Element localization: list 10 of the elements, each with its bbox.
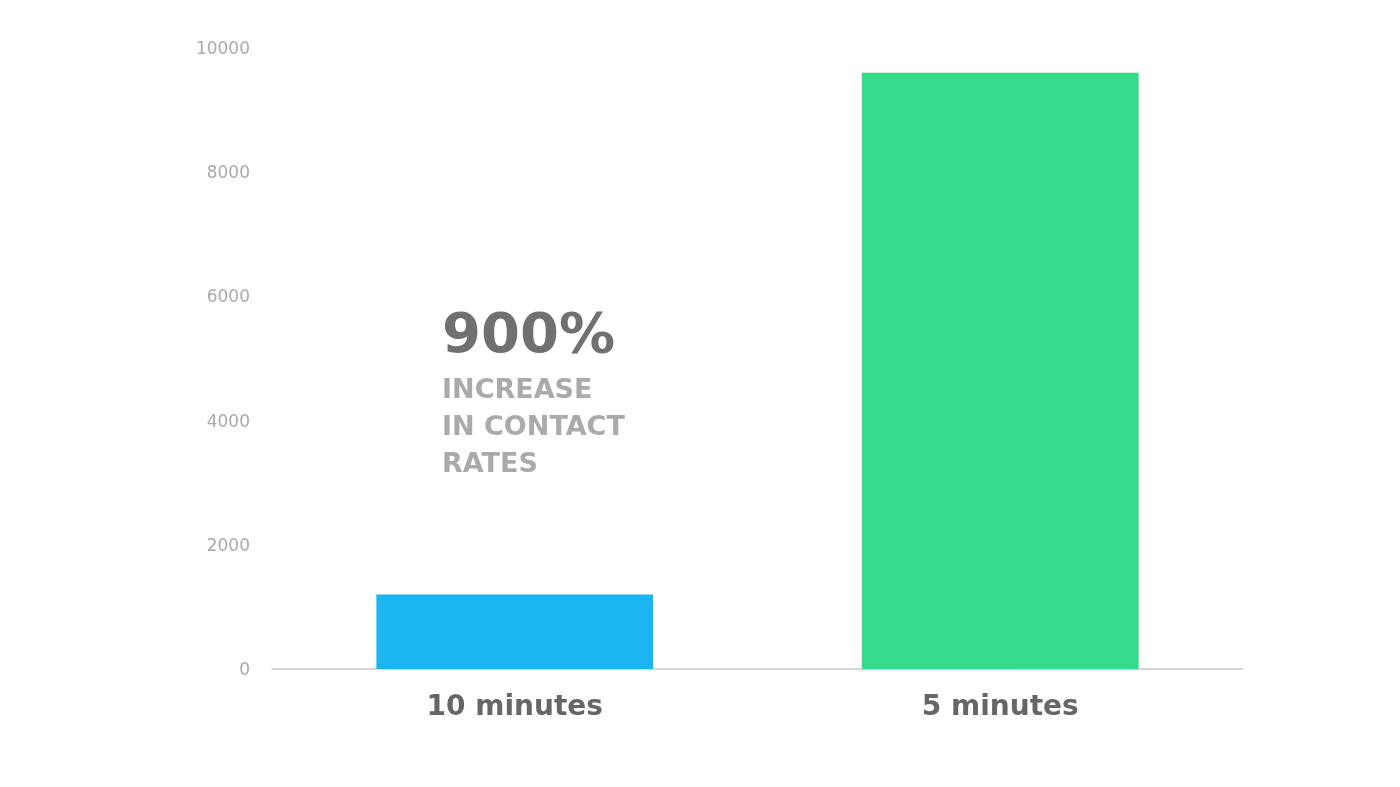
annotation: INCREASE IN CONTACT RATES [442, 373, 626, 478]
y-tick-label: 8000 [206, 162, 250, 183]
y-tick-label: 6000 [206, 286, 250, 307]
y-tick-label: 10000 [195, 38, 250, 58]
annotation: 900% [442, 299, 616, 365]
x-tick-label: 10 minutes [426, 688, 603, 722]
y-tick-label: 4000 [206, 410, 250, 431]
x-tick-label: 5 minutes [921, 688, 1079, 722]
y-tick-label: 0 [239, 659, 250, 679]
y-tick-label: 2000 [206, 534, 250, 555]
